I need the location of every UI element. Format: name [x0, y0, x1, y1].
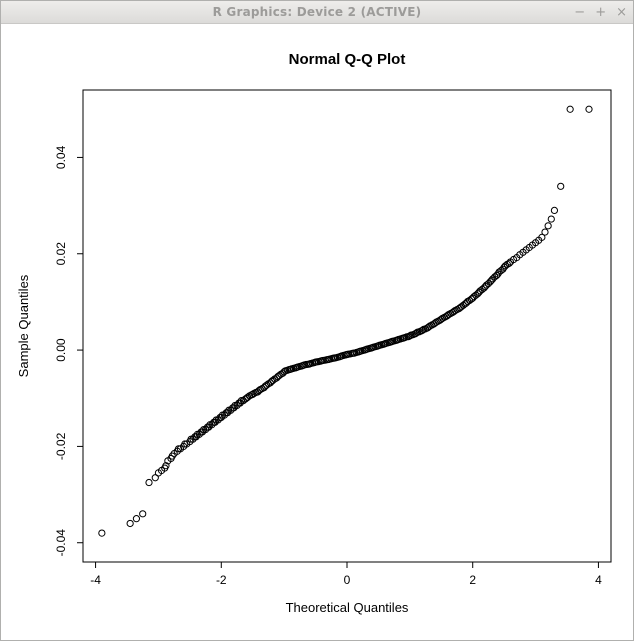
x-tick-label: 2 — [469, 573, 476, 587]
x-axis-label: Theoretical Quantiles — [286, 600, 409, 615]
data-series — [99, 106, 592, 536]
data-point — [551, 207, 557, 213]
x-tick-label: 0 — [344, 573, 351, 587]
data-point — [133, 516, 139, 522]
y-tick-label: 0.02 — [54, 242, 68, 266]
close-icon[interactable]: × — [616, 6, 627, 19]
chart-title: Normal Q-Q Plot — [289, 51, 406, 68]
data-point — [567, 106, 573, 112]
data-point — [127, 520, 133, 526]
r-graphics-window: R Graphics: Device 2 (ACTIVE) − + × -4 -2… — [0, 0, 634, 641]
y-tick-label: 0.04 — [54, 145, 68, 169]
x-tick-label: 4 — [595, 573, 602, 587]
y-axis-label: Sample Quantiles — [16, 274, 31, 377]
plot-container: -4 -2 0 2 4 -0.04 -0.02 0.00 0.02 0.04 Normal Q-Q … — [1, 24, 633, 640]
window-titlebar[interactable]: R Graphics: Device 2 (ACTIVE) − + × — [1, 1, 633, 24]
minimize-icon[interactable]: − — [574, 6, 585, 19]
data-point — [140, 511, 146, 517]
data-point — [545, 223, 551, 229]
window-controls: − + × — [574, 1, 627, 23]
data-point — [146, 479, 152, 485]
data-point — [99, 530, 105, 536]
data-point — [586, 106, 592, 112]
y-tick-label: -0.04 — [54, 529, 68, 557]
y-tick-label: 0.00 — [54, 338, 68, 362]
data-point — [542, 229, 548, 235]
data-point — [558, 183, 564, 189]
data-point — [548, 216, 554, 222]
qq-plot: -4 -2 0 2 4 -0.04 -0.02 0.00 0.02 0.04 Normal Q-Q … — [1, 24, 633, 640]
x-tick-label: -4 — [90, 573, 101, 587]
x-tick-label: -2 — [216, 573, 227, 587]
maximize-icon[interactable]: + — [595, 6, 606, 19]
plot-box — [83, 90, 611, 562]
y-tick-label: -0.02 — [54, 432, 68, 460]
window-title: R Graphics: Device 2 (ACTIVE) — [1, 5, 633, 19]
